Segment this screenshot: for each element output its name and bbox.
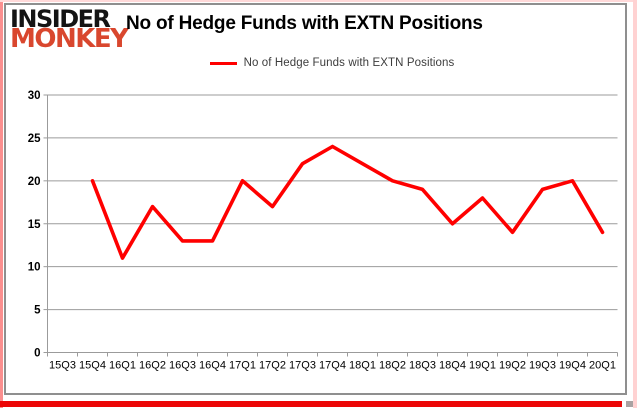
x-axis-tick-label: 16Q3 [169, 360, 196, 372]
frame-bottom-stripe [0, 401, 622, 407]
y-axis-tick-label: 5 [34, 305, 41, 317]
logo-word-monkey: MONKEY [10, 23, 129, 54]
x-axis-tick-label: 19Q3 [529, 360, 556, 372]
legend-line-swatch [209, 61, 237, 65]
y-axis-tick-label: 10 [28, 262, 41, 274]
x-axis-tick-label: 19Q1 [469, 360, 496, 372]
y-axis-tick-label: 0 [34, 348, 40, 360]
x-axis-tick-label: 17Q3 [289, 360, 316, 372]
page-title: No of Hedge Funds with EXTN Positions [126, 13, 483, 34]
x-axis-tick-label: 15Q3 [49, 360, 76, 372]
y-axis-tick-label: 15 [28, 219, 41, 231]
frame-right-stripe [633, 0, 637, 408]
x-axis-tick-label: 19Q2 [499, 360, 526, 372]
logo-word-insider: INSIDER [10, 5, 111, 33]
x-axis-tick-label: 16Q2 [139, 360, 166, 372]
series-line [90, 144, 605, 260]
x-axis-tick-label: 18Q2 [379, 360, 406, 372]
x-axis-tick-label: 15Q4 [79, 360, 106, 372]
x-axis-tick-label: 20Q1 [589, 360, 616, 372]
insider-monkey-logo: INSIDER MONKEY [10, 5, 129, 54]
x-axis-tick-label: 17Q4 [319, 360, 346, 372]
y-axis-tick-label: 30 [28, 90, 41, 102]
x-axis-tick-label: 17Q2 [259, 360, 286, 372]
x-axis-tick-label: 16Q4 [199, 360, 226, 372]
legend-label: No of Hedge Funds with EXTN Positions [243, 57, 455, 69]
legend: No of Hedge Funds with EXTN Positions [47, 56, 617, 70]
x-axis-tick-label: 18Q3 [409, 360, 436, 372]
x-axis-tick-label: 18Q1 [349, 360, 376, 372]
x-axis-tick-label: 19Q4 [559, 360, 586, 372]
frame-corner-shadow [626, 401, 633, 407]
x-axis-tick-label: 16Q1 [109, 360, 136, 372]
x-axis-tick-label: 18Q4 [439, 360, 466, 372]
x-axis-tick-label: 17Q1 [229, 360, 256, 372]
frame-left-stripe [0, 0, 3, 408]
y-axis-tick-label: 20 [28, 176, 41, 188]
y-axis-tick-label: 25 [28, 133, 41, 145]
frame-top-stripe [0, 0, 637, 2]
